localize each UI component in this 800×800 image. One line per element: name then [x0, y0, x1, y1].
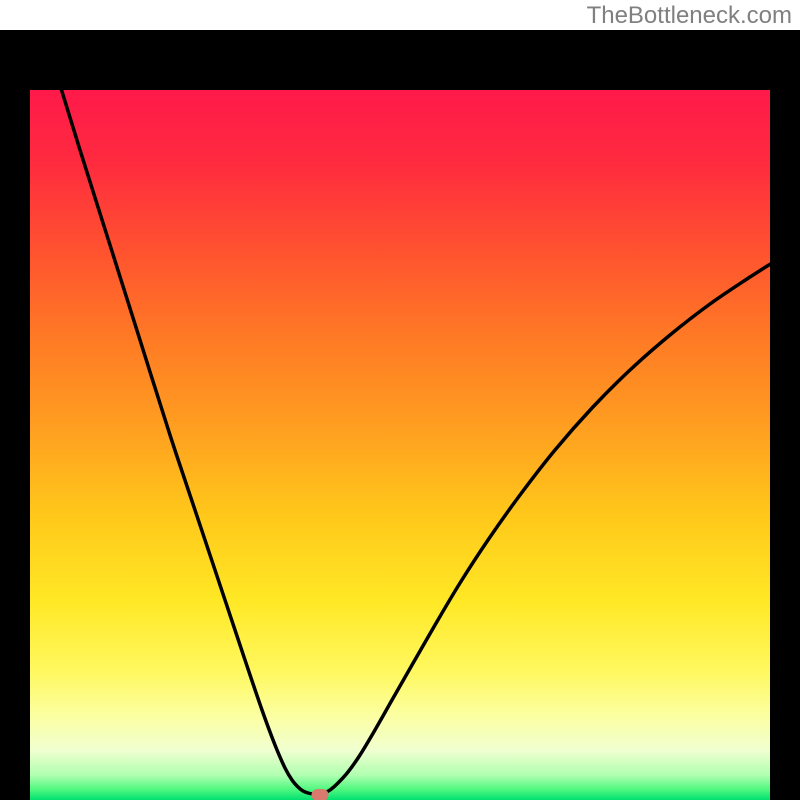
chart-frame	[0, 30, 800, 800]
optimum-marker	[312, 789, 329, 800]
bottleneck-curve	[30, 90, 770, 800]
watermark-text: TheBottleneck.com	[587, 2, 792, 30]
chart-container: { "watermark": { "text": "TheBottleneck.…	[0, 0, 800, 800]
plot-area	[30, 90, 770, 800]
